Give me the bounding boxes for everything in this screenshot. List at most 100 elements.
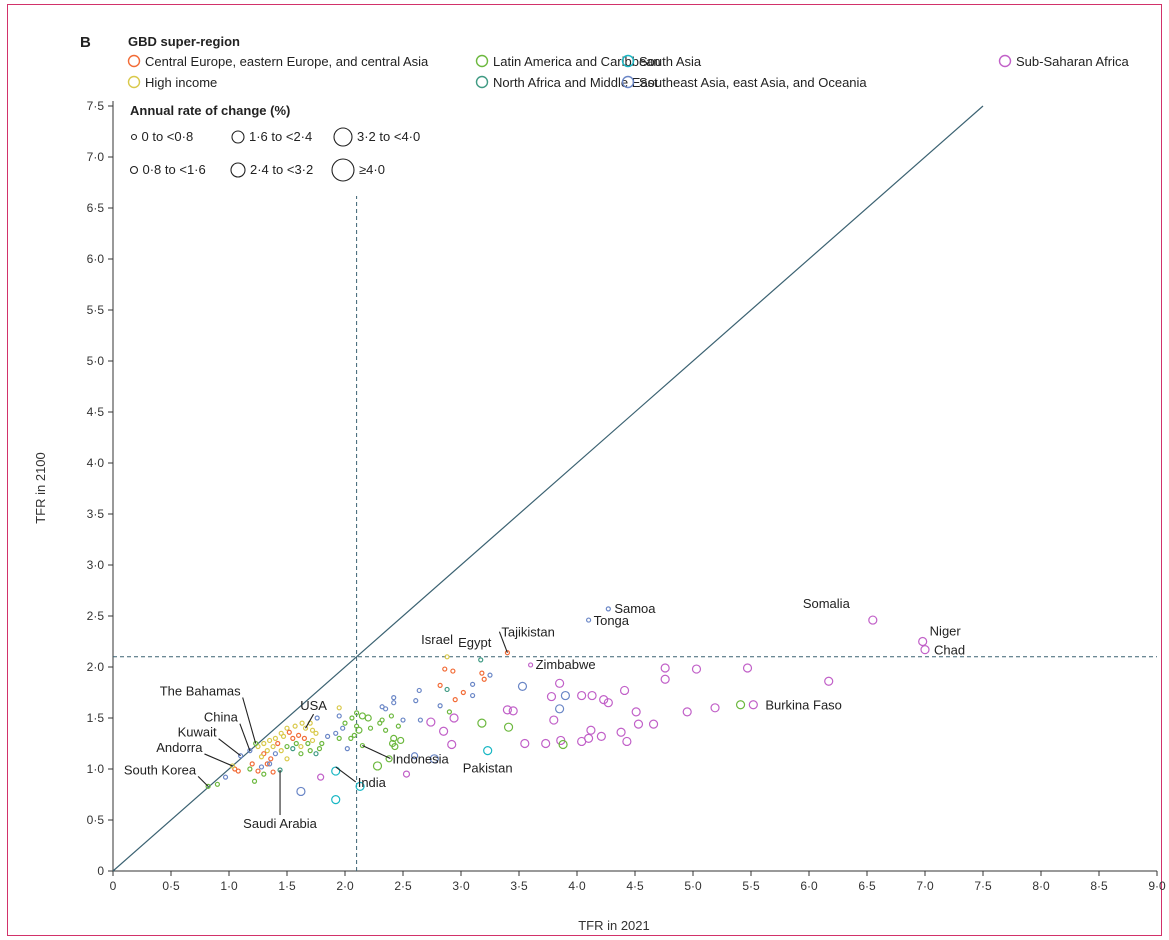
data-point — [691, 664, 702, 674]
annotation-leader — [204, 753, 233, 767]
x-tick-label: 1·0 — [220, 879, 238, 893]
data-point — [268, 756, 274, 762]
size-legend-title: Annual rate of change (%) — [130, 103, 290, 118]
size-legend-item: 1·6 to <2·4 — [231, 129, 312, 144]
data-point — [314, 715, 320, 721]
data-point — [336, 735, 342, 742]
data-point — [397, 736, 405, 745]
data-point — [460, 689, 466, 696]
data-point — [344, 745, 350, 752]
data-point — [214, 781, 220, 787]
figure-frame — [7, 4, 1162, 936]
data-point — [359, 742, 365, 749]
data-point — [280, 733, 287, 739]
data-point — [470, 692, 476, 699]
data-point — [333, 730, 339, 736]
data-point — [437, 703, 443, 709]
annotation-leader — [197, 775, 209, 787]
data-point — [479, 670, 485, 676]
size-legend-label: ≥4·0 — [359, 162, 385, 177]
data-point — [447, 739, 457, 750]
data-point — [258, 754, 265, 760]
data-point — [278, 748, 284, 754]
data-point — [367, 725, 374, 731]
data-point — [400, 717, 406, 723]
x-tick-label: 3·0 — [452, 879, 470, 893]
legend-marker-icon — [998, 54, 1012, 68]
data-point — [317, 773, 325, 781]
size-legend-marker-icon — [230, 162, 246, 178]
data-point — [272, 735, 278, 742]
data-point — [748, 700, 758, 710]
y-tick-label: 4·5 — [87, 405, 105, 419]
legend-item: Sub-Saharan Africa — [998, 54, 1130, 69]
data-point — [660, 674, 670, 684]
legend-item: North Africa and Middle East — [475, 75, 658, 90]
y-tick-label: 3·5 — [87, 507, 105, 521]
x-tick-label: 6·5 — [858, 879, 876, 893]
data-point — [309, 727, 316, 733]
annotation-label: Tajikistan — [501, 625, 554, 640]
data-point — [301, 735, 307, 742]
legend-title: GBD super-region — [128, 34, 240, 49]
annotation-label: South Korea — [124, 762, 197, 777]
legend-marker-icon — [127, 75, 141, 89]
annotation-label: Tonga — [594, 613, 630, 628]
data-point — [284, 725, 290, 731]
data-point — [395, 723, 401, 729]
annotation-leader — [335, 766, 357, 783]
x-tick-label: 4·0 — [568, 879, 586, 893]
panel-label: B — [80, 34, 91, 51]
data-point — [377, 720, 383, 726]
annotation-label: Burkina Faso — [765, 698, 842, 713]
data-point — [316, 745, 323, 752]
data-point — [682, 707, 692, 717]
annotation-leader — [239, 723, 251, 751]
y-tick-label: 5·0 — [87, 354, 105, 368]
data-point — [336, 705, 342, 711]
x-tick-label: 0 — [110, 879, 117, 893]
data-point — [349, 715, 355, 721]
data-point — [517, 681, 528, 691]
x-tick-label: 3·5 — [510, 879, 528, 893]
data-point — [267, 737, 273, 744]
data-point — [307, 748, 313, 754]
data-point — [442, 666, 448, 672]
annotation-label: The Bahamas — [160, 684, 241, 699]
data-point — [249, 761, 255, 767]
data-point — [391, 700, 397, 706]
legend-item: High income — [127, 75, 217, 90]
data-point — [238, 753, 244, 759]
data-point — [503, 722, 514, 732]
size-legend-item: ≥4·0 — [331, 158, 385, 182]
data-point — [372, 761, 383, 771]
data-point — [449, 713, 459, 723]
data-point — [585, 617, 592, 623]
data-point — [502, 705, 512, 715]
data-point — [508, 706, 518, 716]
data-point — [631, 707, 641, 717]
data-point — [298, 751, 304, 757]
data-point — [358, 712, 366, 720]
legend-marker-icon — [475, 75, 489, 89]
y-tick-label: 6·0 — [87, 252, 105, 266]
data-point — [296, 786, 306, 797]
data-point — [299, 720, 305, 726]
y-tick-label: 4·0 — [87, 456, 105, 470]
annotation-label: China — [204, 710, 239, 725]
x-tick-label: 1·5 — [278, 879, 296, 893]
y-tick-label: 1·0 — [87, 762, 105, 776]
data-point — [383, 727, 389, 733]
data-point — [286, 729, 292, 735]
data-point — [437, 682, 443, 688]
legend-item: Latin America and Caribbean — [475, 54, 661, 69]
data-point — [222, 774, 229, 780]
data-point — [355, 726, 363, 734]
legend-label: South Asia — [639, 54, 702, 69]
data-point — [603, 698, 613, 708]
data-point — [325, 733, 331, 739]
legend-label: High income — [145, 75, 217, 90]
data-point — [541, 738, 551, 749]
reference-lines — [112, 105, 1157, 872]
